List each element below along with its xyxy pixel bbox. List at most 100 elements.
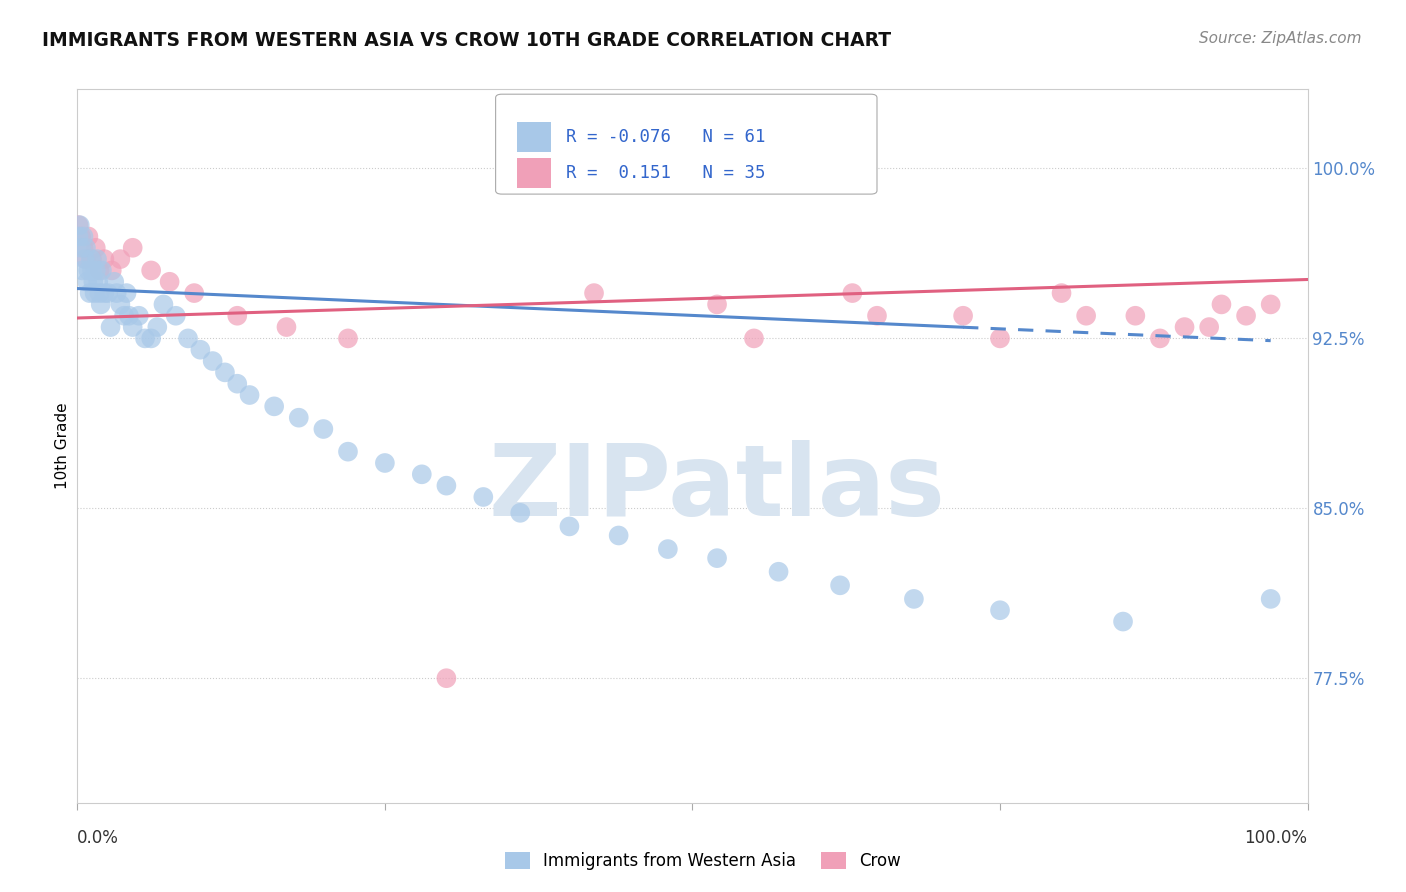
Point — [214, 365, 236, 379]
Point — [67, 218, 90, 232]
Point — [79, 286, 101, 301]
Point — [183, 286, 205, 301]
Point — [105, 286, 128, 301]
Point — [706, 297, 728, 311]
Point — [1174, 320, 1197, 334]
Point — [472, 490, 495, 504]
Point — [72, 229, 94, 244]
Text: ZIPatlas: ZIPatlas — [489, 441, 945, 537]
Point — [558, 519, 581, 533]
Point — [97, 286, 120, 301]
Point — [509, 506, 531, 520]
Point — [239, 388, 262, 402]
Point — [141, 331, 163, 345]
Point — [84, 263, 107, 277]
Point — [110, 252, 132, 266]
Point — [80, 252, 103, 266]
Point — [87, 275, 110, 289]
Point — [1198, 320, 1220, 334]
Point — [768, 565, 790, 579]
Point — [121, 320, 143, 334]
Point — [115, 286, 138, 301]
Point — [1149, 331, 1171, 345]
Point — [103, 275, 125, 289]
Text: Source: ZipAtlas.com: Source: ZipAtlas.com — [1198, 31, 1361, 46]
Point — [1076, 309, 1098, 323]
Point — [118, 309, 141, 323]
Point — [226, 376, 249, 391]
Point — [830, 578, 852, 592]
Point — [288, 410, 311, 425]
Text: 100.0%: 100.0% — [1244, 829, 1308, 847]
Point — [263, 400, 285, 414]
Point — [411, 467, 433, 482]
Point — [70, 263, 93, 277]
Text: 0.0%: 0.0% — [77, 829, 120, 847]
Point — [146, 320, 169, 334]
Point — [1260, 297, 1282, 311]
Point — [374, 456, 396, 470]
Point — [1125, 309, 1147, 323]
Point — [312, 422, 335, 436]
Point — [607, 528, 630, 542]
Point — [276, 320, 298, 334]
Point — [89, 263, 111, 277]
Y-axis label: 10th Grade: 10th Grade — [55, 402, 70, 490]
Point — [110, 297, 132, 311]
Bar — [516, 122, 551, 152]
Point — [101, 263, 124, 277]
Point — [337, 444, 360, 458]
Point — [141, 263, 163, 277]
Point — [77, 263, 100, 277]
Point — [1260, 591, 1282, 606]
Point — [190, 343, 212, 357]
Point — [952, 309, 974, 323]
Point — [742, 331, 765, 345]
Point — [112, 309, 135, 323]
Point — [1050, 286, 1073, 301]
Point — [84, 241, 107, 255]
Point — [82, 263, 104, 277]
Text: R = -0.076   N = 61: R = -0.076 N = 61 — [565, 128, 765, 146]
Point — [128, 309, 150, 323]
Point — [134, 331, 156, 345]
Point — [86, 252, 108, 266]
Point — [67, 229, 90, 244]
Point — [1234, 309, 1257, 323]
Point — [988, 603, 1011, 617]
Point — [70, 229, 93, 244]
Point — [82, 252, 104, 266]
Point — [121, 241, 143, 255]
Point — [866, 309, 889, 323]
Text: IMMIGRANTS FROM WESTERN ASIA VS CROW 10TH GRADE CORRELATION CHART: IMMIGRANTS FROM WESTERN ASIA VS CROW 10T… — [42, 31, 891, 50]
Point — [165, 309, 187, 323]
Bar — [516, 158, 551, 187]
Point — [83, 286, 105, 301]
Point — [1112, 615, 1135, 629]
Point — [657, 542, 679, 557]
Legend: Immigrants from Western Asia, Crow: Immigrants from Western Asia, Crow — [498, 845, 908, 877]
Point — [77, 229, 100, 244]
Point — [72, 241, 94, 255]
Point — [201, 354, 224, 368]
Point — [69, 218, 91, 232]
Point — [436, 478, 458, 492]
Point — [90, 297, 112, 311]
Point — [89, 286, 111, 301]
Point — [226, 309, 249, 323]
Point — [706, 551, 728, 566]
Point — [90, 263, 114, 277]
Point — [70, 241, 93, 255]
Point — [1211, 297, 1233, 311]
Point — [75, 241, 97, 255]
Point — [93, 252, 115, 266]
Point — [988, 331, 1011, 345]
Point — [337, 331, 360, 345]
Point — [73, 252, 96, 266]
Text: R =  0.151   N = 35: R = 0.151 N = 35 — [565, 164, 765, 182]
Point — [903, 591, 925, 606]
Point — [76, 275, 98, 289]
Point — [93, 286, 115, 301]
Point — [100, 320, 122, 334]
Point — [177, 331, 200, 345]
